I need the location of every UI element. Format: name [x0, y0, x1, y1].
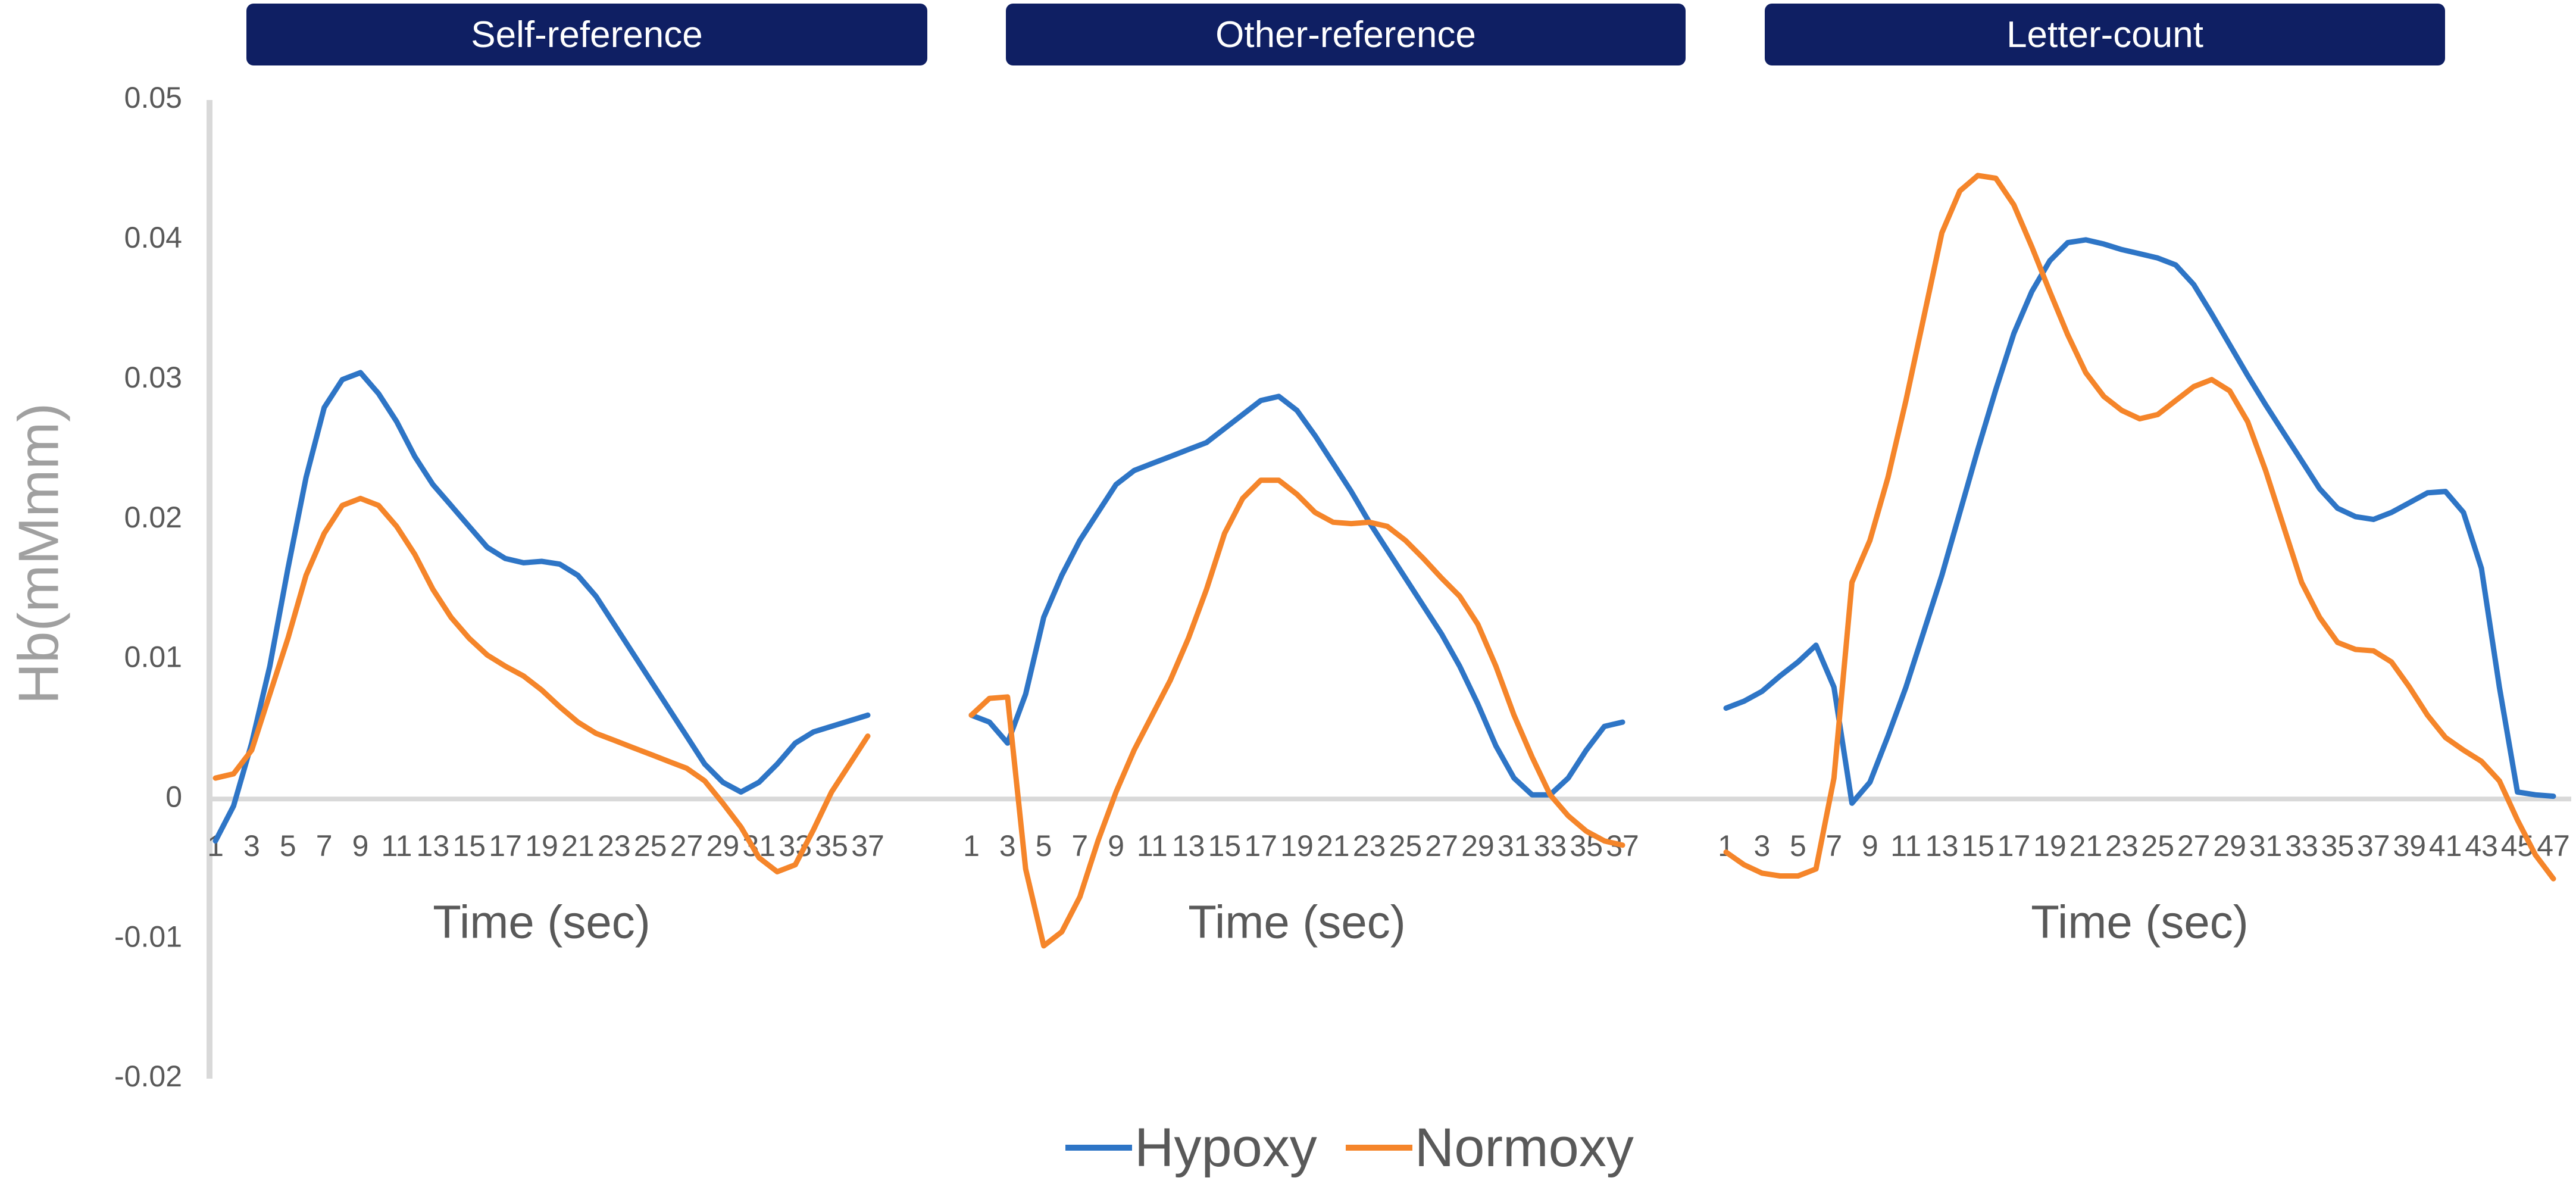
y-tick-label: -0.02 — [114, 1060, 182, 1093]
x-tick-label: 19 — [1280, 829, 1314, 863]
x-tick-label: 15 — [452, 829, 486, 863]
x-tick-label: 11 — [381, 829, 412, 863]
x-tick-label: 15 — [1961, 829, 1994, 863]
x-tick-label: 27 — [670, 829, 704, 863]
x-tick-label: 11 — [1137, 829, 1168, 863]
series-line-hypoxy-other-reference — [968, 393, 1625, 798]
series-line-hypoxy-self-reference — [212, 370, 871, 844]
x-axis-title: Time (sec) — [1188, 896, 1405, 948]
series-line-hypoxy-letter-count — [1723, 237, 2556, 806]
x-tick-label: 25 — [634, 829, 667, 863]
x-tick-label: 11 — [1890, 829, 1921, 863]
series-line-normoxy-letter-count — [1723, 173, 2556, 882]
x-tick-label: 7 — [1071, 829, 1088, 863]
y-tick-label: 0 — [165, 780, 182, 813]
x-tick-label: 13 — [1925, 829, 1959, 863]
legend-swatch-normoxy-icon — [1345, 1145, 1412, 1151]
x-tick-label: 31 — [1498, 829, 1531, 863]
y-tick-label: 0.04 — [124, 221, 182, 254]
x-tick-label: 23 — [1353, 829, 1386, 863]
legend-label-hypoxy: Hypoxy — [1134, 1117, 1317, 1178]
x-tick-label: 29 — [1461, 829, 1495, 863]
y-axis-label: Hb(mMmm) — [7, 403, 70, 705]
x-tick-label: 27 — [2177, 829, 2211, 863]
legend-swatch-hypoxy-icon — [1065, 1145, 1132, 1151]
x-tick-label: 29 — [706, 829, 740, 863]
x-tick-label: 35 — [815, 829, 848, 863]
x-tick-label: 33 — [2285, 829, 2318, 863]
panel-title-letter-count: Letter-count — [1765, 4, 2445, 65]
x-tick-label: 37 — [2357, 829, 2390, 863]
x-tick-label: 21 — [561, 829, 595, 863]
x-axis-title: Time (sec) — [433, 896, 650, 948]
x-tick-label: 39 — [2393, 829, 2426, 863]
y-tick-label: 0.02 — [124, 501, 182, 534]
x-tick-label: 43 — [2465, 829, 2498, 863]
x-tick-label: 23 — [2105, 829, 2139, 863]
x-tick-label: 23 — [598, 829, 631, 863]
x-tick-label: 9 — [352, 829, 369, 863]
x-axis-title: Time (sec) — [2031, 896, 2248, 948]
x-tick-label: 7 — [1825, 829, 1842, 863]
x-tick-label: 5 — [280, 829, 296, 863]
panel-title-self-reference: Self-reference — [246, 4, 927, 65]
x-tick-label: 47 — [2537, 829, 2570, 863]
x-tick-label: 17 — [1997, 829, 2031, 863]
x-tick-label: 33 — [1534, 829, 1567, 863]
x-tick-label: 5 — [1790, 829, 1806, 863]
x-tick-label: 9 — [1108, 829, 1124, 863]
series-line-normoxy-other-reference — [968, 477, 1625, 949]
x-tick-label: 31 — [2249, 829, 2283, 863]
y-tick-label: -0.01 — [114, 920, 182, 953]
x-tick-label: 13 — [1172, 829, 1205, 863]
x-tick-label: 27 — [1425, 829, 1458, 863]
x-tick-label: 21 — [2069, 829, 2103, 863]
x-tick-label: 17 — [489, 829, 522, 863]
x-tick-label: 41 — [2429, 829, 2462, 863]
x-tick-label: 19 — [2033, 829, 2067, 863]
legend-item-normoxy: Normoxy — [1345, 1117, 1634, 1179]
y-tick-label: 0.05 — [124, 81, 182, 114]
series-line-normoxy-self-reference — [212, 495, 871, 874]
x-tick-label: 5 — [1036, 829, 1052, 863]
x-tick-label: 35 — [1570, 829, 1603, 863]
x-tick-label: 35 — [2321, 829, 2355, 863]
x-tick-label: 3 — [999, 829, 1016, 863]
y-tick-label: 0.01 — [124, 641, 182, 674]
x-tick-label: 25 — [2141, 829, 2174, 863]
x-tick-label: 3 — [243, 829, 260, 863]
x-tick-label: 1 — [963, 829, 980, 863]
legend-label-normoxy: Normoxy — [1414, 1117, 1634, 1178]
x-tick-label: 17 — [1244, 829, 1277, 863]
x-tick-label: 3 — [1754, 829, 1771, 863]
x-tick-label: 7 — [316, 829, 333, 863]
x-tick-label: 29 — [2213, 829, 2246, 863]
x-tick-label: 19 — [525, 829, 558, 863]
x-tick-label: 25 — [1389, 829, 1423, 863]
chart-legend: Hypoxy Normoxy — [1065, 1117, 1662, 1179]
x-tick-label: 37 — [851, 829, 884, 863]
y-tick-label: 0.03 — [124, 361, 182, 394]
x-tick-label: 15 — [1208, 829, 1242, 863]
x-tick-label: 13 — [417, 829, 450, 863]
x-tick-label: 21 — [1317, 829, 1350, 863]
legend-item-hypoxy: Hypoxy — [1065, 1117, 1317, 1179]
panel-title-other-reference: Other-reference — [1006, 4, 1686, 65]
x-tick-label: 9 — [1862, 829, 1878, 863]
